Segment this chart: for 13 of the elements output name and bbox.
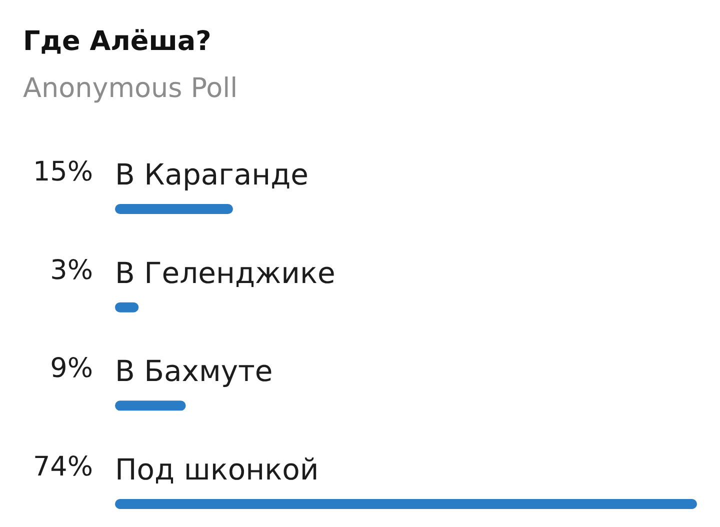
data-label: 74% <box>32 452 93 482</box>
bar <box>115 499 697 509</box>
bar <box>115 400 186 411</box>
y-tick-label: В Геленджике <box>115 256 336 290</box>
chart-subtitle: Anonymous Poll <box>23 73 238 104</box>
data-label: 9% <box>50 353 93 384</box>
data-label: 3% <box>50 254 93 286</box>
bar <box>115 204 233 214</box>
y-tick-label: В Бахмуте <box>115 354 273 388</box>
y-tick-label: В Караганде <box>115 158 309 192</box>
chart-title: Где Алёша? <box>23 26 212 57</box>
y-tick-label: Под шконкой <box>115 452 319 486</box>
data-label: 15% <box>32 156 93 188</box>
